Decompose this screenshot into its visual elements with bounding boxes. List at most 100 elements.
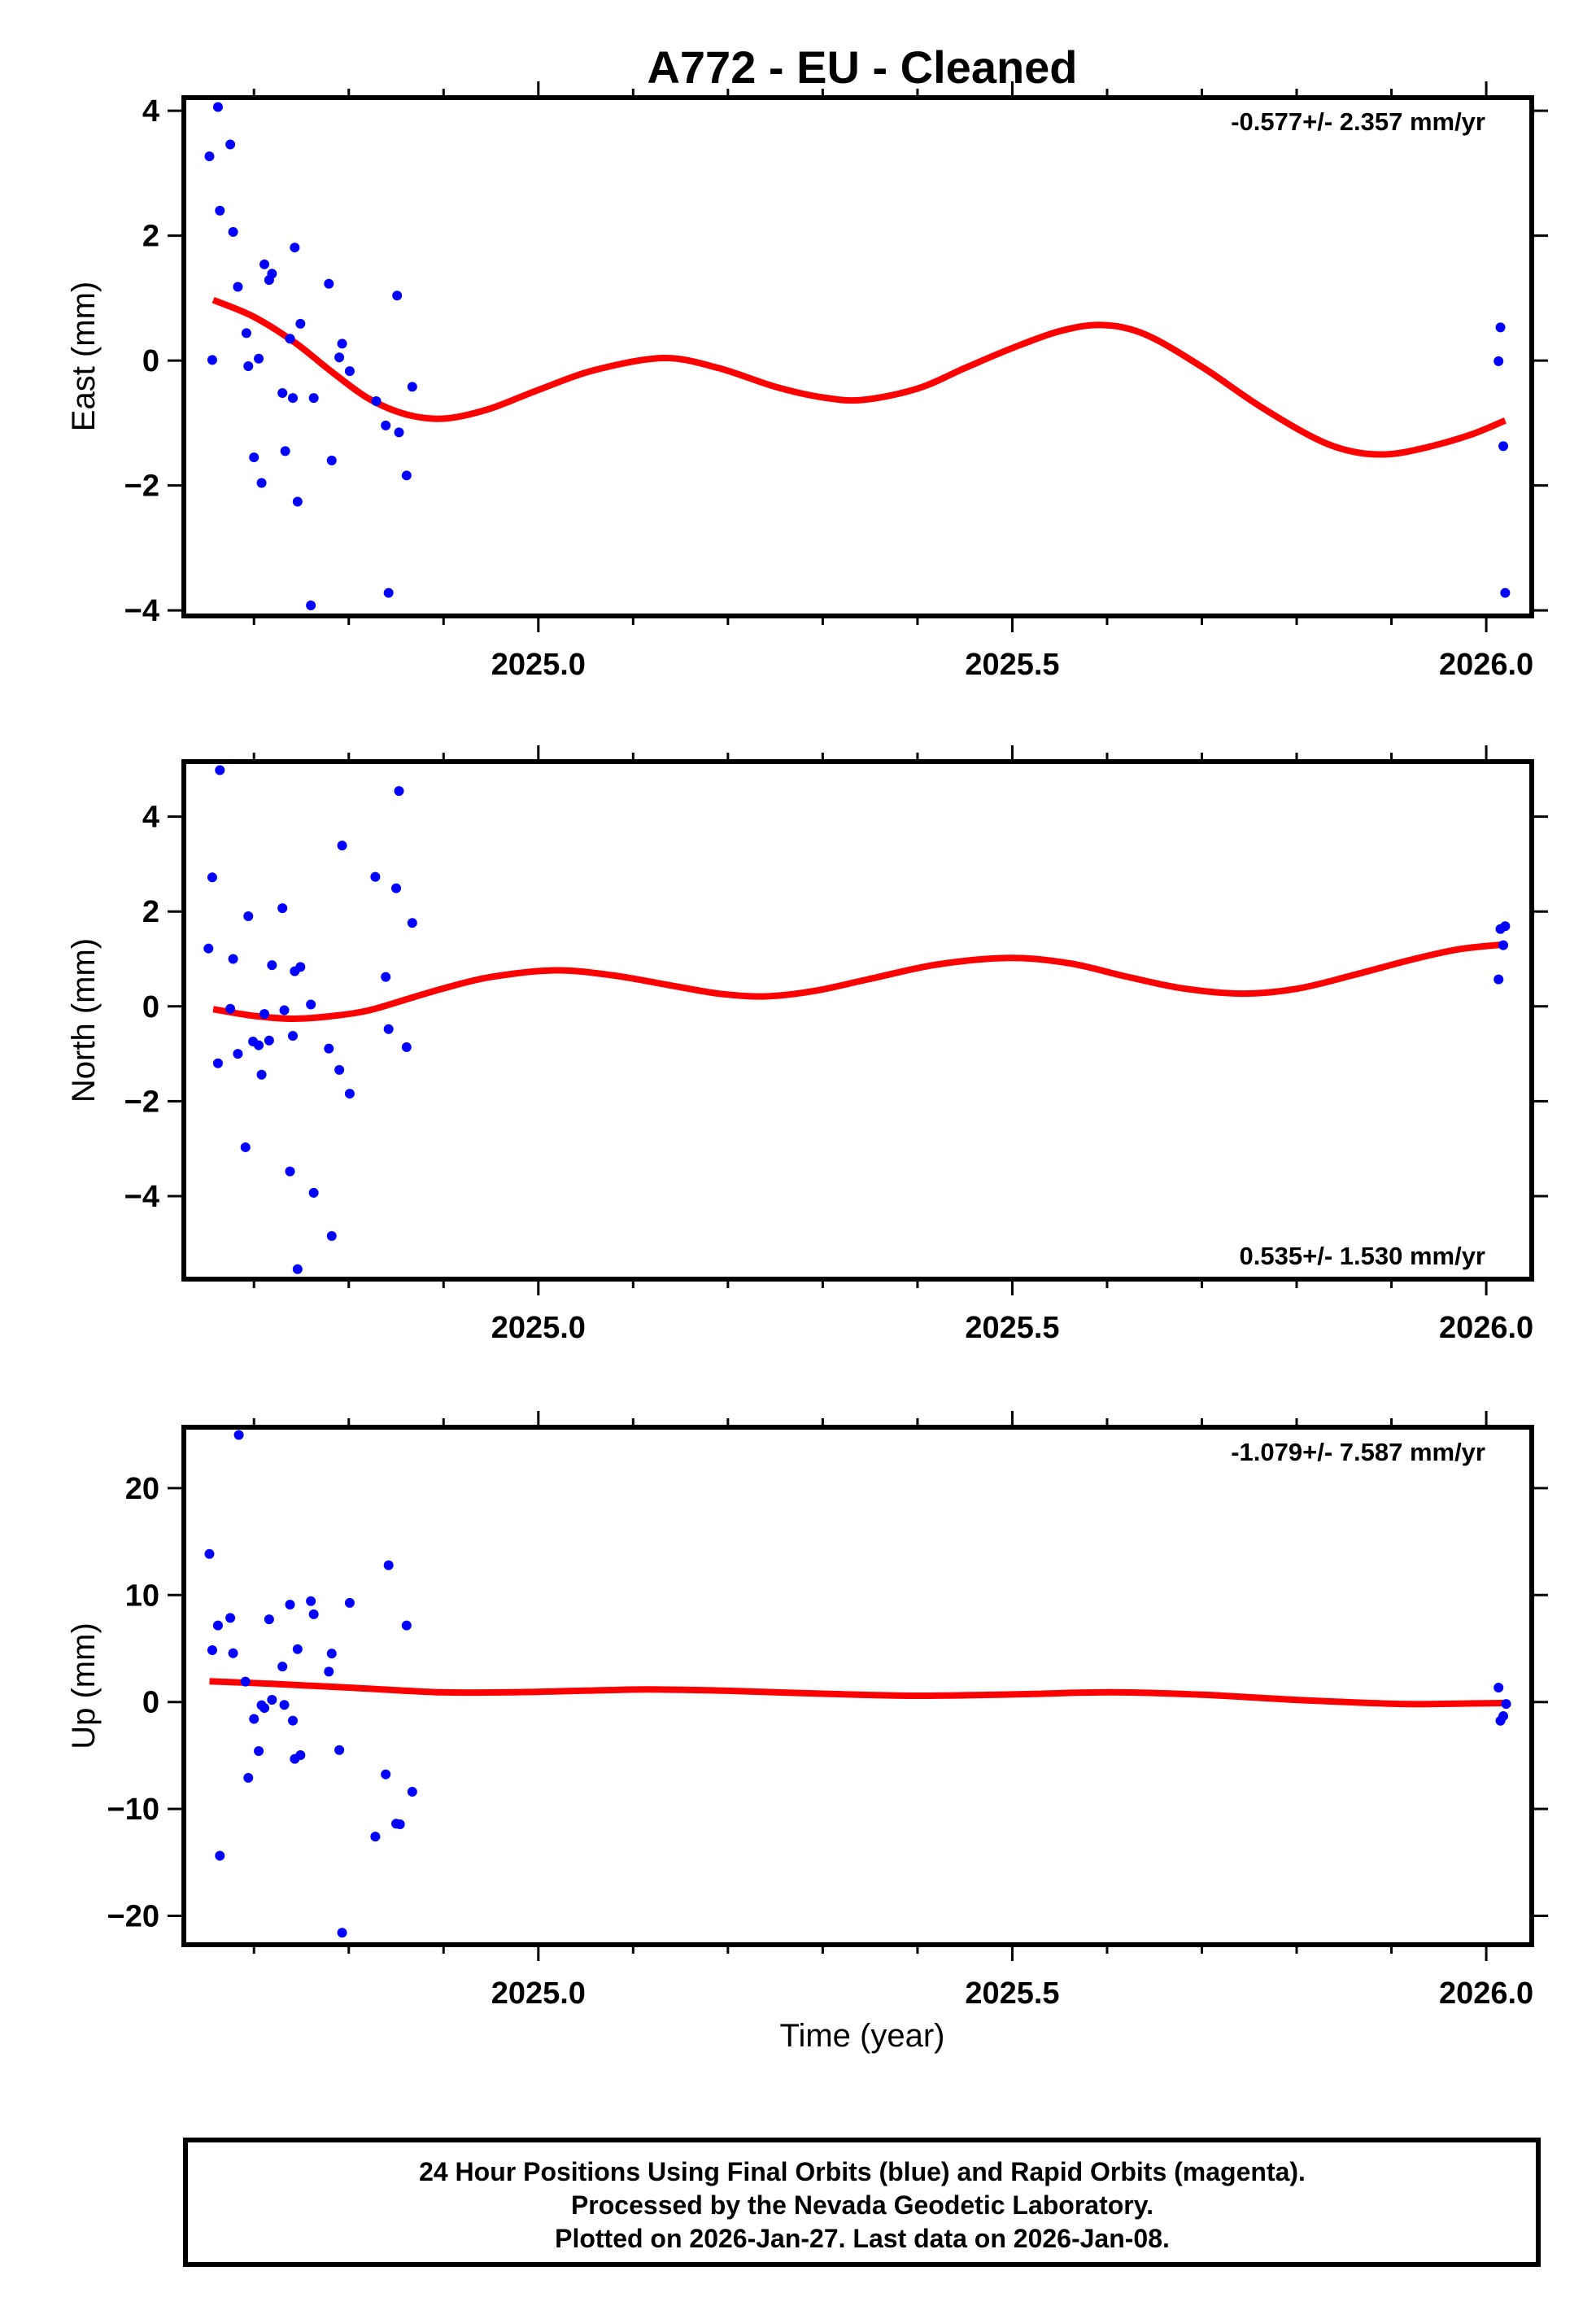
y-tick-label: 10 [125,1579,159,1613]
north-data-point [407,918,417,928]
north-data-point [383,1024,394,1034]
caption-line-dates: Plotted on 2026-Jan-27. Last data on 202… [555,2224,1170,2253]
caption-frame [183,2138,1541,2267]
north-data-point [381,972,391,982]
east-data-point [1495,322,1506,333]
east-data-point [228,227,238,238]
up-data-point [254,1746,264,1757]
x-axis-label: Time (year) [780,2018,945,2054]
panel-up: Up (mm) -1.079+/- 7.587 mm/yr 2025.0 2025… [66,1411,1548,2011]
up-data-point [334,1745,345,1755]
north-data-point [264,1035,274,1046]
east-data-point [1494,356,1504,366]
up-data-point [249,1714,259,1724]
east-data-point [204,151,215,162]
north-data-point [324,1043,334,1054]
up-data-point [225,1613,236,1623]
east-data-point [407,382,417,392]
up-data-point [279,1700,290,1710]
north-data-point [233,1049,243,1059]
east-data-point [383,587,394,598]
caption-box: 24 Hour Positions Using Final Orbits (bl… [183,2138,1541,2267]
y-tick-label: 0 [142,1686,159,1720]
caption-line-orbits: 24 Hour Positions Using Final Orbits (bl… [419,2157,1306,2186]
up-data-point [243,1772,254,1783]
up-data-point [1501,1699,1511,1710]
north-data-point [306,999,316,1010]
east-data-point [394,427,404,438]
north-data-point [370,871,381,882]
chart-title: A772 - EU - Cleaned [647,41,1077,93]
y-tick-label: 4 [142,94,159,129]
east-data-point [277,388,288,399]
y-tick-label: 2 [142,220,159,254]
east-data-point [288,393,299,404]
up-data-point [344,1597,355,1608]
north-data-point [401,1042,412,1052]
up-data-point [337,1928,347,1938]
x-tick-label: 2025.0 [491,648,586,682]
east-fit-curve [211,296,1507,458]
x-tick-label: 2025.0 [491,1976,586,2011]
east-data-point [292,496,303,507]
east-data-point [233,282,243,292]
north-data-point [277,903,288,914]
y-tick-label: 4 [142,801,159,835]
up-data-point [292,1644,303,1654]
east-data-point [241,328,251,338]
east-rate-label: -0.577+/- 2.357 mm/yr [1231,107,1485,136]
north-data-point [212,1058,223,1068]
east-data-point [337,338,347,349]
x-tick-label: 2025.5 [965,648,1059,682]
up-data-point [1494,1682,1504,1692]
east-marks [204,102,1511,610]
up-plot-frame [181,1425,1534,1947]
east-data-point [256,478,267,488]
north-data-point [337,841,347,851]
up-rate-label: -1.079+/- 7.587 mm/yr [1231,1438,1485,1466]
east-data-point [249,452,259,463]
up-data-point [306,1596,316,1606]
x-tick-label: 2026.0 [1439,1311,1533,1345]
east-data-point [212,102,223,112]
north-data-point [290,966,300,976]
east-data-point [381,420,391,430]
y-tick-label: 0 [142,344,159,378]
up-data-point [212,1620,223,1631]
north-y-axis-label: North (mm) [66,938,102,1103]
north-data-point [1494,974,1504,985]
north-data-point [288,1030,299,1041]
y-tick-label: −2 [124,469,159,504]
up-data-point [215,1850,225,1861]
north-plot-frame [181,759,1534,1282]
east-plot-frame [181,95,1534,618]
north-data-point [215,765,225,775]
y-tick-label: −10 [107,1793,159,1827]
x-tick-label: 2025.5 [965,1311,1059,1345]
north-data-point [256,1069,267,1080]
up-data-point [207,1644,217,1655]
x-tick-label: 2025.0 [491,1311,586,1345]
up-data-point [381,1769,391,1780]
north-data-point [1498,940,1509,950]
east-data-point [308,393,319,404]
up-data-point [264,1614,274,1625]
east-data-point [324,278,334,289]
up-data-point [401,1620,412,1631]
up-marks [204,1430,1511,1938]
y-tick-label: −4 [124,594,159,628]
y-tick-label: 20 [125,1472,159,1506]
up-data-point [395,1819,405,1830]
north-data-point [207,872,217,883]
east-data-point [326,455,337,465]
north-data-point [254,1040,264,1050]
north-data-point [240,1142,251,1152]
up-fit-curve [209,1678,1505,1708]
north-data-point [259,1009,270,1020]
east-data-point [1498,441,1509,452]
up-data-point [240,1676,251,1687]
north-data-point [267,960,277,971]
caption-line-processed: Processed by the Nevada Geodetic Laborat… [571,2190,1153,2220]
